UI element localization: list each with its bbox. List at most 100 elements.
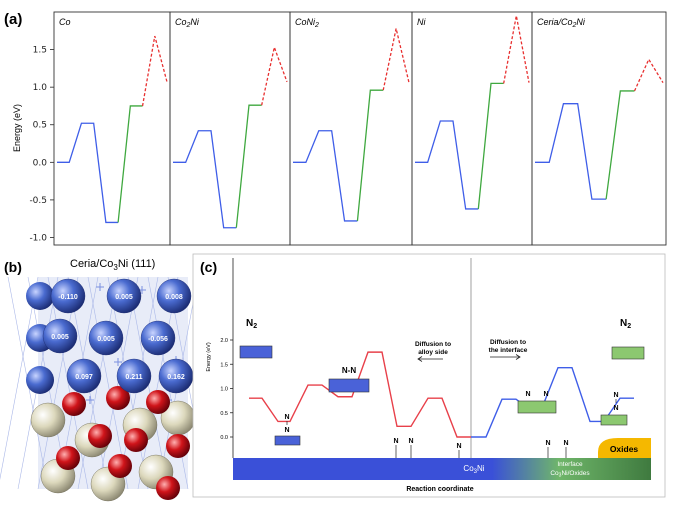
series-line-blue <box>173 130 237 229</box>
c-n-atom-surface: N <box>456 443 461 450</box>
c-n2-label-left: N2 <box>246 318 257 330</box>
slab-gridline <box>97 276 139 490</box>
series-line-red-dashed <box>633 57 664 92</box>
ytick-label: 0.5 <box>33 121 47 131</box>
series-line-green <box>356 89 384 222</box>
panel-b-title: Ceria/Co3Ni (111) <box>70 258 155 272</box>
slab-gridline <box>0 276 39 481</box>
c-n-atom-surface: N <box>545 440 550 447</box>
panel-b-label: (b) <box>4 259 22 275</box>
series-line-blue <box>57 122 119 224</box>
subplot-title: Ni <box>417 17 426 27</box>
series-line-red-dashed <box>382 28 410 91</box>
subplot-title: Ceria/Co2Ni <box>537 17 586 29</box>
c-red-path <box>249 351 471 438</box>
subplot-frame <box>53 11 171 246</box>
c-diffusion-alloy-note2: alloy side <box>418 349 448 356</box>
c-n2-interface-box <box>517 400 557 414</box>
charge-label: 0.005 <box>115 294 133 301</box>
series-line-green <box>235 104 262 228</box>
oxygen-atom <box>124 428 148 452</box>
c-ytick-label: 0.5 <box>220 411 228 417</box>
charge-label: 0.097 <box>75 374 93 381</box>
metal-atom <box>42 318 78 354</box>
panel-a-chart: -1.0 -0.5 0.0 0.5 1.0 1.5 Co Co2Ni CoNi2 Ni Ceria/… <box>29 11 667 246</box>
slab-gridline <box>47 276 89 490</box>
c-n2-gas-box-right <box>611 346 645 360</box>
metal-atom-edge <box>26 282 54 310</box>
panel-a-ylabel: Energy (eV) <box>12 104 22 152</box>
oxygen-atom <box>62 392 86 416</box>
metal-atom-edge <box>26 366 54 394</box>
oxygen-atom <box>106 386 130 410</box>
c-oxides-block <box>598 438 651 458</box>
c-ytick-label: 2.0 <box>220 338 228 344</box>
series-line-blue <box>535 103 607 200</box>
panel-a-label: (a) <box>4 11 22 28</box>
c-arrow-left <box>417 356 443 362</box>
c-n-atom-surface: N <box>563 440 568 447</box>
c-n2-gas-box-left <box>239 345 273 359</box>
oxygen-atom <box>88 424 112 448</box>
c-interface-label: Interface <box>557 461 583 468</box>
c-n2-adsorbed-box <box>274 435 301 446</box>
metal-atom <box>156 278 192 314</box>
c-n-label: N <box>613 405 618 412</box>
c-interface-label2: Co3Ni/Oxides <box>550 470 590 479</box>
panel-c-diagram: 0.0 0.5 1.0 1.5 2.0 Energy (eV) Oxides Co3Ni Int… <box>206 258 651 493</box>
oxygen-atom <box>166 434 190 458</box>
series-line-blue <box>293 130 358 222</box>
c-nn-label: N-N <box>342 366 356 375</box>
plus-marker <box>114 358 122 366</box>
c-diffusion-interface-note: Diffusion to <box>490 339 526 346</box>
charge-label: 0.008 <box>165 294 183 301</box>
charge-label: 0.211 <box>125 374 142 381</box>
c-n-label: N <box>284 427 289 434</box>
c-n-atom-surface: N <box>408 438 413 445</box>
c-n-label: N <box>613 392 618 399</box>
c-n-label: N <box>284 414 289 421</box>
metal-atom <box>66 358 102 394</box>
subplot-frame <box>411 11 533 246</box>
oxygen-atom <box>146 390 170 414</box>
charge-label: -0.110 <box>58 294 78 301</box>
c-ytick-label: 1.0 <box>220 387 228 393</box>
series-line-red-dashed <box>503 15 530 84</box>
ytick-label: 0.0 <box>33 158 48 168</box>
slab-gridline <box>87 276 129 490</box>
c-diffusion-interface-note2: the interface <box>489 347 528 354</box>
c-ytick-label: 1.5 <box>220 362 228 368</box>
plus-marker <box>96 283 104 291</box>
metal-atom <box>106 278 142 314</box>
c-n-label: N <box>543 391 548 398</box>
series-line-red-dashed <box>141 35 168 107</box>
metal-atom <box>88 320 124 356</box>
c-n-atom-surface: N <box>393 438 398 445</box>
c-n-label: N <box>525 391 530 398</box>
series-line-green <box>605 90 635 200</box>
series-line-blue <box>415 120 479 210</box>
series-line-red-dashed <box>261 45 288 106</box>
c-arrow-right <box>490 354 521 360</box>
metal-atom <box>50 278 86 314</box>
subplot-title: Co2Ni <box>175 17 200 29</box>
c-ylabel: Energy (eV) <box>206 342 212 372</box>
c-n-adsorbed-box-right <box>600 414 628 426</box>
panel-c-label: (c) <box>200 259 217 275</box>
c-substrate <box>233 458 651 480</box>
charge-label: 0.162 <box>167 374 185 381</box>
charge-label: 0.005 <box>51 334 69 341</box>
plus-marker <box>86 396 94 404</box>
ytick-label: 1.0 <box>33 83 48 93</box>
ceria-atom <box>30 402 66 438</box>
ytick-label: -1.0 <box>29 233 47 243</box>
series-line-green <box>117 105 143 223</box>
metal-atom <box>116 358 152 394</box>
oxygen-atom <box>56 446 80 470</box>
subplot-frame <box>289 11 413 246</box>
c-n2-label-right: N2 <box>620 318 631 330</box>
c-oxides-label: Oxides <box>610 444 639 454</box>
subplot-title: CoNi2 <box>295 17 319 29</box>
ytick-label: 1.5 <box>33 46 47 56</box>
